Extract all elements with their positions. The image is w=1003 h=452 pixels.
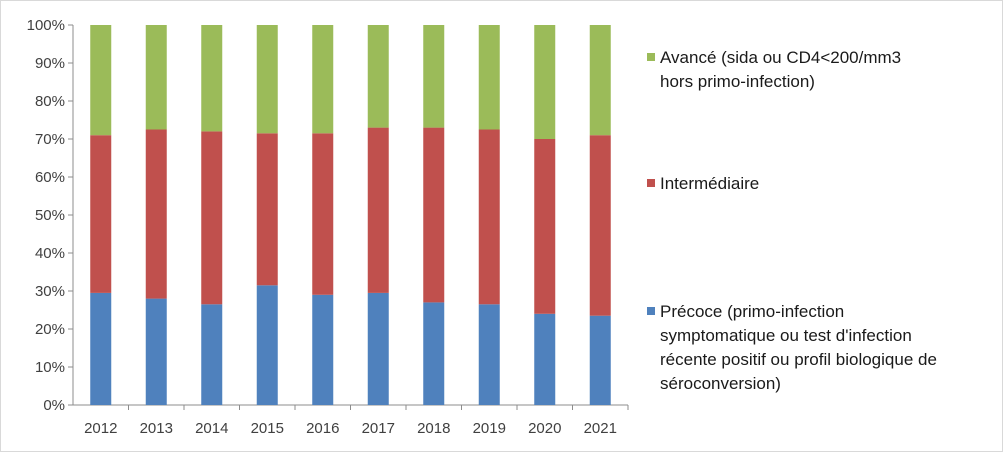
bar-segment-early xyxy=(256,285,278,405)
x-tick-label: 2021 xyxy=(584,420,617,437)
y-tick-label: 40% xyxy=(35,245,65,262)
bar-segment-early xyxy=(201,304,223,405)
bar-segment-intermediate xyxy=(256,133,278,286)
bar-segment-intermediate xyxy=(534,139,556,314)
bar-segment-intermediate xyxy=(367,127,389,293)
bar-segment-intermediate xyxy=(423,127,445,303)
bar-segment-early xyxy=(478,304,500,405)
bar-segment-early xyxy=(90,292,112,405)
bar-segment-intermediate xyxy=(478,129,500,305)
y-tick-label: 50% xyxy=(35,207,65,224)
bar-segment-advanced xyxy=(90,25,112,136)
x-tick-label: 2019 xyxy=(473,420,506,437)
bar-segment-advanced xyxy=(312,25,334,134)
y-tick-label: 70% xyxy=(35,131,65,148)
x-tick-label: 2013 xyxy=(140,420,173,437)
x-tick-label: 2014 xyxy=(195,420,228,437)
x-tick-label: 2020 xyxy=(528,420,561,437)
x-axis-labels: 2012 2013 2014 2015 2016 2017 2018 2019 2020 2021 xyxy=(84,420,617,437)
y-tick-label: 90% xyxy=(35,55,65,72)
y-tick-label: 100% xyxy=(27,17,65,34)
legend: Avancé (sida ou CD4<200/mm3 hors primo-in… xyxy=(647,48,937,393)
y-tick-label: 10% xyxy=(35,359,65,376)
y-tick-label: 80% xyxy=(35,93,65,110)
y-tick-label: 0% xyxy=(43,397,65,414)
x-tick-label: 2016 xyxy=(306,420,339,437)
y-tick-label: 20% xyxy=(35,321,65,338)
x-tick-label: 2015 xyxy=(251,420,284,437)
x-tick-label: 2018 xyxy=(417,420,450,437)
legend-label: Intermédiaire xyxy=(660,174,759,193)
bars xyxy=(90,25,611,405)
y-tick-label: 30% xyxy=(35,283,65,300)
bar-segment-early xyxy=(312,294,334,405)
legend-swatch xyxy=(647,307,655,315)
bar-segment-intermediate xyxy=(90,135,112,293)
legend-label: Précoce (primo-infection symptomatique ou… xyxy=(660,302,937,393)
legend-label: Avancé (sida ou CD4<200/mm3 hors primo-in… xyxy=(660,48,901,91)
legend-swatch xyxy=(647,53,655,61)
x-tick-label: 2012 xyxy=(84,420,117,437)
bar-segment-advanced xyxy=(534,25,556,139)
bar-segment-early xyxy=(589,315,611,405)
bar-segment-early xyxy=(367,292,389,405)
bar-segment-advanced xyxy=(478,25,500,130)
bar-segment-early xyxy=(423,302,445,405)
bar-segment-intermediate xyxy=(145,129,167,299)
y-axis-labels: 0% 10% 20% 30% 40% 50% 60% 70% 80% 90% 100% xyxy=(27,17,65,414)
bar-segment-advanced xyxy=(201,25,223,132)
x-tick-label: 2017 xyxy=(362,420,395,437)
bar-segment-advanced xyxy=(367,25,389,128)
bar-segment-intermediate xyxy=(312,133,334,295)
bar-segment-early xyxy=(145,298,167,405)
bar-segment-intermediate xyxy=(589,135,611,316)
legend-swatch xyxy=(647,179,655,187)
bar-segment-advanced xyxy=(423,25,445,128)
y-tick-label: 60% xyxy=(35,169,65,186)
bar-segment-advanced xyxy=(256,25,278,134)
bar-segment-advanced xyxy=(145,25,167,130)
bar-segment-early xyxy=(534,313,556,405)
bar-segment-intermediate xyxy=(201,131,223,305)
bar-segment-advanced xyxy=(589,25,611,136)
